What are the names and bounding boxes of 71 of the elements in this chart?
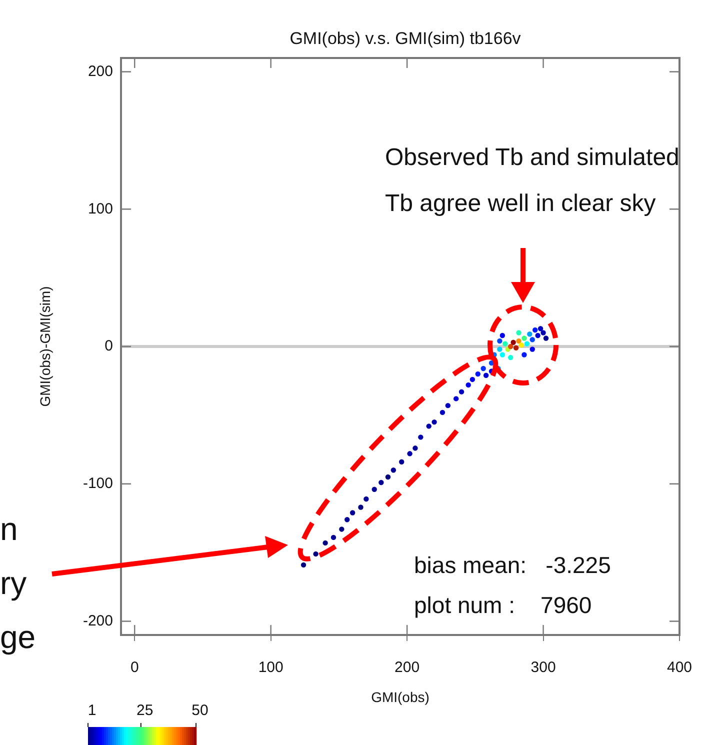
point <box>350 510 356 516</box>
point <box>500 332 506 338</box>
point <box>432 419 437 425</box>
point <box>300 562 306 568</box>
point <box>407 451 412 456</box>
y-axis-title: GMI(obs)-GMI(sim) <box>37 286 53 407</box>
y-tick-label: 200 <box>88 62 113 80</box>
x-tick-label: 400 <box>666 659 692 676</box>
point <box>538 326 544 332</box>
point <box>500 352 506 358</box>
point <box>322 540 328 546</box>
point <box>543 336 549 341</box>
y-tick-label: -200 <box>82 612 113 630</box>
point <box>372 486 377 492</box>
annotation: Observed Tb and simulated Tb agree well in clear sky <box>385 144 680 217</box>
point <box>344 517 350 522</box>
point <box>339 526 344 532</box>
point <box>399 459 404 464</box>
point <box>516 338 522 344</box>
point <box>497 346 502 352</box>
point <box>364 496 369 502</box>
point <box>475 371 480 377</box>
point <box>532 327 538 333</box>
y-tick-label: 100 <box>88 200 113 218</box>
point <box>418 434 424 440</box>
point <box>530 337 535 342</box>
point <box>378 480 384 486</box>
point <box>508 344 514 350</box>
point <box>440 410 446 416</box>
chart-title: GMI(obs) v.s. GMI(sim) tb166v <box>290 29 522 48</box>
point <box>480 366 486 372</box>
point <box>483 372 489 378</box>
text: n ry ge <box>0 511 36 655</box>
y-tick-label: -100 <box>82 475 113 492</box>
point <box>458 389 464 394</box>
x-tick-label: 100 <box>258 659 284 676</box>
color-bar-label: 50 <box>192 702 208 719</box>
point <box>516 330 522 336</box>
point <box>530 346 535 352</box>
point <box>522 352 527 358</box>
point <box>390 468 396 473</box>
point <box>522 336 527 341</box>
annotation: bias mean: -3.225 <box>414 552 611 578</box>
point <box>445 402 451 408</box>
x-tick-label: 300 <box>530 659 556 676</box>
point <box>524 341 530 346</box>
point <box>313 551 318 557</box>
point <box>385 474 391 480</box>
color-bar-label: 1 <box>88 702 96 719</box>
point <box>330 534 336 540</box>
point <box>540 330 546 336</box>
point <box>470 376 476 382</box>
annotation: plot num : 7960 <box>414 592 592 618</box>
point <box>497 338 502 344</box>
point <box>453 396 459 402</box>
point <box>518 342 524 348</box>
point <box>527 332 532 337</box>
point <box>510 340 516 345</box>
x-tick-label: 200 <box>394 659 420 676</box>
point <box>426 424 432 429</box>
color-bar-label: 25 <box>136 702 154 719</box>
point <box>508 354 514 360</box>
x-tick-label: 0 <box>130 659 139 676</box>
y-tick-label: 0 <box>104 338 113 355</box>
point <box>502 341 508 346</box>
x-axis-title: GMI(obs) <box>371 689 430 705</box>
point <box>466 382 471 388</box>
point <box>358 504 364 510</box>
point <box>412 446 418 451</box>
point <box>513 345 519 350</box>
point <box>535 332 540 338</box>
